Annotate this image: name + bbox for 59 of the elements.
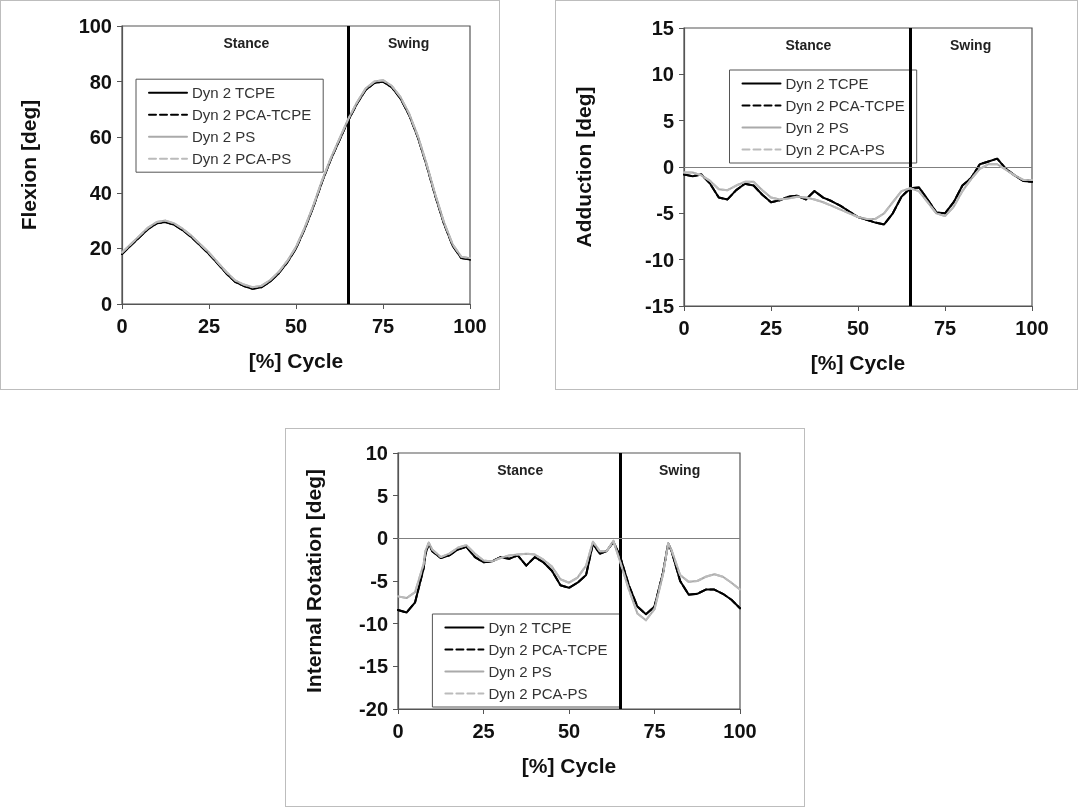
legend-label: Dyn 2 TCPE xyxy=(488,619,572,636)
annotation: Stance xyxy=(785,37,832,53)
y-tick-label: 5 xyxy=(376,484,388,507)
y-tick-label: 100 xyxy=(78,15,112,37)
x-tick-label: 50 xyxy=(284,315,308,337)
annotation: Swing xyxy=(388,35,430,51)
x-tick-label: 0 xyxy=(678,317,690,339)
legend-label: Dyn 2 PS xyxy=(488,663,552,680)
legend-label: Dyn 2 PS xyxy=(785,119,849,136)
y-tick-label: -5 xyxy=(656,202,674,225)
y-tick-label: -10 xyxy=(645,248,674,271)
y-tick-label: -15 xyxy=(645,295,674,317)
annotation: Swing xyxy=(658,462,701,478)
x-axis-title: [%] Cycle xyxy=(248,349,344,372)
legend-label: Dyn 2 PCA-PS xyxy=(785,141,885,158)
annotation: Stance xyxy=(497,462,544,478)
y-tick-label: 10 xyxy=(651,63,674,86)
y-tick-label: 60 xyxy=(89,126,112,149)
x-tick-label: 0 xyxy=(392,720,404,742)
y-tick-label: -15 xyxy=(359,655,388,678)
y-tick-label: 0 xyxy=(376,527,388,550)
y-tick-label: 10 xyxy=(365,442,388,464)
y-tick-label: -5 xyxy=(370,570,388,592)
x-tick-label: 75 xyxy=(371,315,395,337)
x-tick-label: 75 xyxy=(933,317,957,339)
y-tick-label: -20 xyxy=(359,698,388,720)
x-tick-label: 25 xyxy=(759,317,783,339)
x-tick-label: 50 xyxy=(846,317,870,339)
legend-label: Dyn 2 PCA-TCPE xyxy=(785,97,905,114)
legend-label: Dyn 2 PCA-PS xyxy=(488,685,588,702)
x-axis-title: [%] Cycle xyxy=(521,754,617,777)
legend-label: Dyn 2 TCPE xyxy=(192,84,276,102)
x-tick-label: 25 xyxy=(472,720,495,742)
y-axis-title: Flexion [deg] xyxy=(17,99,40,231)
x-tick-label: 0 xyxy=(116,315,128,337)
x-tick-label: 100 xyxy=(723,720,757,742)
x-tick-label: 100 xyxy=(453,315,487,337)
legend-label: Dyn 2 PS xyxy=(192,128,256,146)
y-tick-label: 0 xyxy=(662,156,674,178)
x-tick-label: 100 xyxy=(1015,317,1049,339)
y-tick-label: 40 xyxy=(89,181,112,204)
y-tick-label: 0 xyxy=(100,293,112,315)
y-tick-label: -10 xyxy=(359,612,388,635)
x-tick-label: 25 xyxy=(197,315,221,337)
y-tick-label: 15 xyxy=(651,17,674,39)
y-axis-title: Adduction [deg] xyxy=(572,86,595,248)
annotation: Stance xyxy=(223,35,270,51)
annotation: Swing xyxy=(950,37,992,53)
y-tick-label: 20 xyxy=(89,237,112,260)
x-tick-label: 50 xyxy=(557,720,581,742)
y-axis-title: Internal Rotation [deg] xyxy=(302,469,325,693)
legend-label: Dyn 2 PCA-PS xyxy=(192,150,292,168)
legend-label: Dyn 2 PCA-TCPE xyxy=(488,641,608,658)
legend-label: Dyn 2 TCPE xyxy=(785,75,869,92)
y-tick-label: 80 xyxy=(89,70,112,93)
y-tick-label: 5 xyxy=(662,109,674,132)
legend-label: Dyn 2 PCA-TCPE xyxy=(192,106,312,124)
x-tick-label: 75 xyxy=(643,720,666,742)
x-axis-title: [%] Cycle xyxy=(810,351,906,374)
